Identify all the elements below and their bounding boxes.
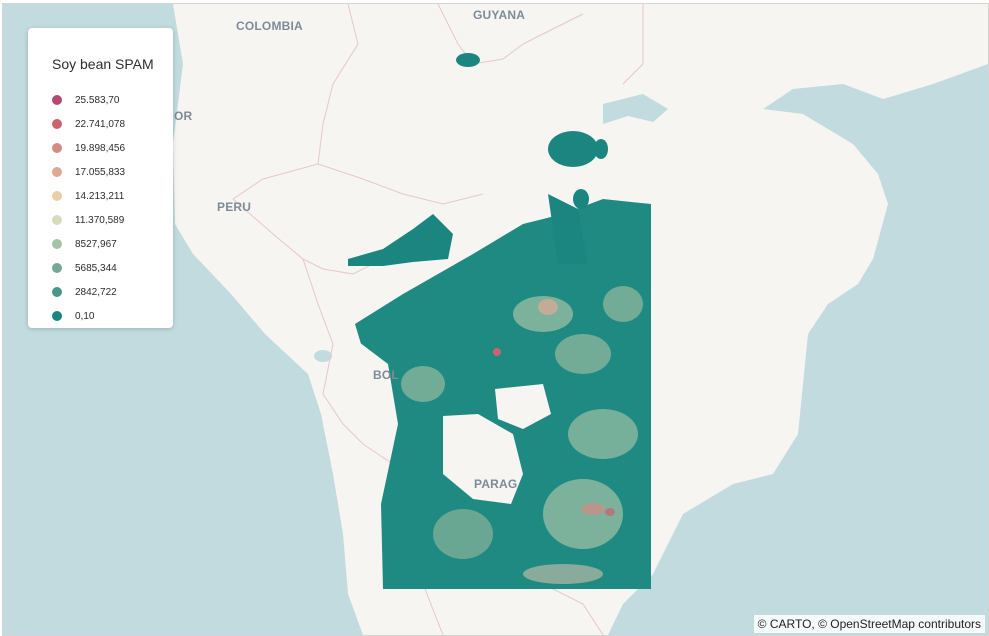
legend-label: 17.055,833	[75, 166, 126, 178]
data-cluster-ne2	[594, 139, 608, 159]
soy-patch	[513, 296, 573, 332]
soy-hotspot	[538, 299, 558, 315]
legend-item: 14.213,211	[52, 184, 125, 208]
legend-item: 8527,967	[52, 232, 125, 256]
legend-item: 2842,722	[52, 280, 125, 304]
legend-label: 2842,722	[75, 286, 117, 298]
map-label-colombia: COLOMBIA	[236, 19, 303, 33]
soy-patch	[523, 564, 603, 584]
legend-label: 11.370,589	[75, 214, 125, 226]
legend-label: 25.583,70	[75, 94, 120, 106]
data-cluster-mid	[573, 189, 589, 209]
legend-label: 8527,967	[75, 238, 117, 250]
legend-swatch	[52, 167, 62, 177]
legend-swatch	[52, 287, 62, 297]
map-label-peru: PERU	[217, 200, 252, 214]
legend-item: 5685,344	[52, 256, 125, 280]
legend-swatch	[52, 263, 62, 273]
legend-swatch	[52, 119, 62, 129]
data-gap-center	[495, 384, 551, 429]
data-cluster-north	[456, 53, 480, 67]
legend-item: 22.741,078	[52, 112, 125, 136]
attribution-osm-link[interactable]: © OpenStreetMap	[818, 617, 915, 631]
legend-item: 17.055,833	[52, 160, 125, 184]
map-attribution: © CARTO, © OpenStreetMap contributors	[753, 615, 985, 633]
soy-patch	[568, 409, 638, 459]
attribution-carto[interactable]: © CARTO,	[757, 617, 819, 631]
soy-patch	[433, 509, 493, 559]
legend-swatch	[52, 239, 62, 249]
legend-panel: Soy bean SPAM 25.583,70 22.741,078 19.89…	[28, 28, 173, 328]
legend-item: 25.583,70	[52, 88, 125, 112]
amazon-delta	[603, 94, 668, 124]
data-cluster-ne	[548, 131, 598, 167]
map-label-guyana: GUYANA	[473, 8, 526, 22]
legend-title: Soy bean SPAM	[52, 56, 154, 72]
legend-item: 11.370,589	[52, 208, 125, 232]
legend-label: 22.741,078	[75, 118, 126, 130]
legend-label: 5685,344	[75, 262, 117, 274]
soy-hotspot	[605, 508, 615, 516]
soy-patch	[555, 334, 611, 374]
attribution-contributors: contributors	[914, 617, 981, 631]
data-gap-west	[355, 324, 373, 399]
map-label-paraguay: PARAG	[474, 477, 518, 491]
legend-swatch	[52, 143, 62, 153]
legend-swatch	[52, 191, 62, 201]
legend-item: 0,10	[52, 304, 125, 328]
legend-item: 19.898,456	[52, 136, 125, 160]
soy-data-layer	[348, 53, 651, 589]
data-point-red	[493, 348, 501, 356]
legend-label: 0,10	[75, 310, 95, 322]
soy-patch	[603, 286, 643, 322]
legend-swatch	[52, 311, 62, 321]
basemap	[173, 4, 988, 635]
map-viewport[interactable]: COLOMBIA GUYANA OR PERU BOL PARAG Soy be…	[2, 3, 989, 636]
legend-swatch	[52, 95, 62, 105]
map-label-bolivia: BOL	[373, 368, 399, 382]
legend-label: 14.213,211	[75, 190, 125, 202]
map-label-ecuador: OR	[174, 109, 193, 123]
soy-hotspot	[581, 503, 605, 515]
soy-patch	[401, 366, 445, 402]
legend-items: 25.583,70 22.741,078 19.898,456 17.055,8…	[52, 88, 125, 328]
data-cluster-strip	[548, 194, 588, 264]
lake-titicaca	[314, 350, 332, 362]
legend-label: 19.898,456	[75, 142, 126, 154]
soy-patch	[543, 479, 623, 549]
data-gap-south	[443, 414, 523, 504]
legend-swatch	[52, 215, 62, 225]
data-cluster-nw	[348, 214, 453, 266]
